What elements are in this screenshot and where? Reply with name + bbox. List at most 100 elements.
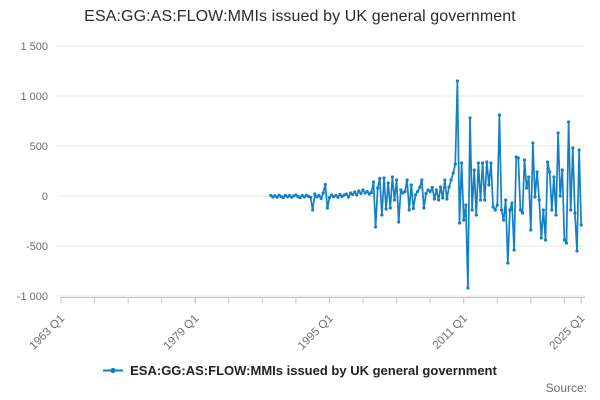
series-marker-dot [365, 189, 369, 194]
series-marker-dot [319, 196, 323, 201]
series-marker-dot [573, 211, 577, 215]
series-marker-dot [502, 218, 506, 222]
series-marker-dot [359, 191, 363, 196]
series-marker-dot [457, 221, 462, 225]
series-marker-dot [420, 178, 424, 182]
legend[interactable]: ESA:GG:AS:FLOW:MMIs issued by UK general… [0, 363, 600, 378]
series-marker-dot [327, 195, 332, 200]
series-marker-dot [552, 175, 556, 179]
x-axis-labels: 1963 Q1 1979 Q1 1995 Q1 2011 Q1 2025 Q1 [27, 313, 587, 352]
series-marker-dot [323, 182, 327, 187]
series-marker-dot [564, 241, 569, 245]
series-marker-dot [353, 190, 357, 194]
series-marker-dot [476, 161, 480, 165]
series-marker-dot [418, 185, 422, 190]
series-marker-dot [336, 195, 340, 199]
legend-marker-icon [103, 367, 124, 374]
series-marker-dot [447, 185, 451, 189]
series-marker-dot [520, 211, 525, 215]
y-axis-label: 1 500 [20, 41, 48, 53]
series-marker-dot [451, 171, 455, 175]
series-marker-dot [441, 196, 445, 200]
series-marker-dot [403, 189, 407, 194]
series-marker-dot [386, 181, 390, 185]
series-marker-dot [548, 170, 552, 174]
series-marker-dot [554, 213, 558, 217]
series-marker-dot [388, 206, 392, 210]
series-marker-dot [472, 168, 476, 172]
y-axis-label: -1 000 [17, 291, 48, 303]
y-axis-label: -500 [26, 241, 48, 253]
y-axis-label: 500 [30, 141, 48, 153]
series-marker-dot [575, 249, 579, 253]
x-axis-label: 1979 Q1 [162, 313, 202, 352]
series-marker-dot [525, 186, 529, 190]
series-marker-dot [546, 160, 550, 164]
series-marker-dot [487, 183, 491, 187]
series-marker-dot [560, 168, 564, 172]
series-marker-dot [351, 192, 355, 197]
series-marker-dot [470, 208, 474, 212]
series-marker-dot [478, 198, 483, 202]
series-marker-dot [378, 176, 382, 181]
series-marker-dot [489, 161, 493, 165]
series-marker-dot [374, 225, 378, 229]
y-axis-label: 0 [42, 191, 48, 203]
series-marker-dot [516, 156, 520, 160]
series-marker-dot [380, 213, 384, 217]
series-marker-dot [330, 193, 334, 197]
series-marker-dot [518, 208, 523, 212]
series-marker-dot [537, 198, 541, 202]
series-marker-dot [527, 175, 531, 179]
series-markers [269, 79, 583, 290]
series-marker-dot [512, 248, 516, 252]
series-marker-dot [313, 192, 317, 196]
series-marker-dot [346, 195, 350, 199]
series-marker-dot [577, 148, 581, 152]
series-marker-dot [411, 206, 415, 211]
series-marker-dot [428, 189, 432, 194]
series-marker-dot [508, 208, 512, 212]
series-marker-dot [481, 161, 485, 165]
series-marker-dot [321, 191, 325, 195]
series-marker-dot [539, 236, 543, 240]
series-marker-dot [434, 188, 439, 192]
series-marker-dot [567, 120, 571, 124]
series-marker-dot [432, 197, 436, 201]
series-marker-dot [466, 286, 470, 290]
series-marker-dot [533, 195, 537, 199]
series-marker-dot [493, 208, 497, 212]
series-marker-dot [529, 228, 533, 232]
series-marker-dot [405, 178, 409, 182]
series-marker-dot [281, 195, 285, 200]
series-line [269, 80, 583, 289]
y-axis-labels: 1 500 1 000 500 0 -500 -1 000 [17, 41, 48, 303]
series-marker-dot [485, 160, 489, 164]
x-axis-label: 2011 Q1 [431, 313, 470, 352]
series-marker-dot [443, 178, 447, 182]
series-marker-dot [413, 193, 418, 197]
series-marker-dot [430, 185, 434, 190]
x-axis-label: 2025 Q1 [548, 313, 588, 352]
series-marker-dot [543, 238, 548, 242]
source-note: Source: [545, 381, 587, 395]
series-marker-dot [390, 175, 394, 179]
series-marker-dot [550, 208, 554, 212]
series-marker-dot [497, 113, 501, 117]
series-marker-dot [382, 176, 386, 180]
series-marker-dot [535, 170, 539, 174]
series-marker-dot [531, 141, 535, 145]
series-marker-dot [483, 198, 487, 202]
series-marker-dot [317, 193, 321, 197]
x-axis-label: 1963 Q1 [27, 313, 67, 352]
series-marker-dot [376, 186, 380, 190]
series-marker-dot [455, 79, 459, 83]
series-marker-dot [558, 194, 562, 198]
series-marker-dot [453, 162, 457, 166]
chart-title: ESA:GG:AS:FLOW:MMIs issued by UK general… [84, 8, 516, 25]
series-marker-dot [392, 198, 397, 202]
y-gridlines [57, 45, 585, 297]
series-marker-dot [474, 213, 478, 217]
series-marker-dot [571, 146, 575, 150]
